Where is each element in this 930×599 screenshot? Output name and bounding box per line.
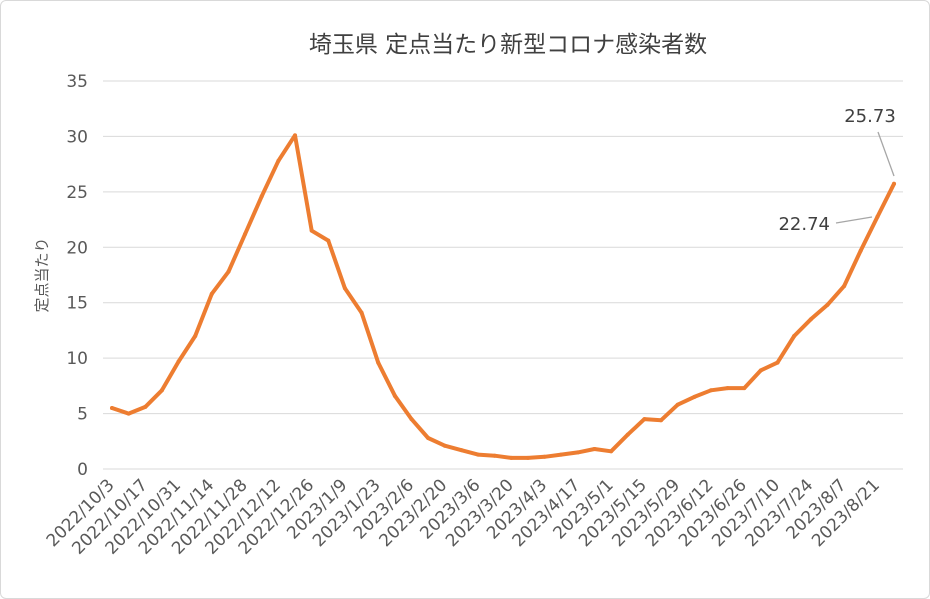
data-point [842, 284, 847, 289]
data-label: 25.73 [844, 106, 896, 127]
y-tick-label: 10 [66, 349, 88, 369]
data-point [892, 181, 896, 186]
y-tick-label: 30 [66, 127, 88, 147]
data-point [742, 386, 747, 391]
data-point [692, 394, 697, 399]
data-point [110, 406, 114, 411]
data-point [276, 158, 281, 163]
data-point [226, 269, 231, 274]
data-point [642, 417, 647, 422]
gridlines [103, 80, 903, 470]
data-point [792, 333, 797, 338]
data-point [858, 248, 863, 253]
x-axis-ticks: 2022/10/32022/10/172022/10/312022/11/142… [43, 475, 884, 558]
data-point [293, 133, 298, 138]
data-point [459, 448, 464, 453]
data-point [725, 386, 730, 391]
data-point [176, 359, 181, 364]
y-tick-label: 15 [66, 294, 88, 314]
data-point [592, 447, 597, 452]
data-point [392, 393, 397, 398]
data-label: 22.74 [778, 214, 830, 235]
data-point [775, 360, 780, 365]
data-point [193, 333, 198, 338]
data-point [875, 214, 880, 219]
data-point [359, 310, 364, 315]
data-point [243, 231, 248, 236]
data-point [326, 238, 331, 243]
data-point [758, 368, 763, 373]
series-layer [110, 133, 896, 460]
data-point [476, 452, 481, 457]
data-point [559, 452, 564, 457]
data-point [342, 286, 347, 291]
data-point [126, 411, 131, 416]
data-point [492, 453, 497, 458]
data-point [143, 404, 148, 409]
data-point [409, 417, 414, 422]
data-point [259, 194, 264, 199]
data-point [808, 317, 813, 322]
data-point [426, 435, 431, 440]
data-point [209, 291, 214, 296]
data-point [159, 388, 164, 393]
data-point [542, 454, 547, 459]
data-point [525, 455, 530, 460]
data-point [625, 432, 630, 437]
data-point [708, 388, 713, 393]
y-axis-ticks: 0 5 10 15 20 25 30 35 [66, 72, 88, 480]
data-point [659, 418, 664, 423]
y-tick-label: 25 [66, 183, 88, 203]
data-point [575, 450, 580, 455]
data-point [825, 302, 830, 307]
y-tick-label: 20 [66, 238, 88, 258]
y-tick-label: 35 [66, 72, 88, 92]
data-point [509, 455, 514, 460]
y-tick-label: 5 [77, 405, 88, 425]
y-axis-label: 定点当たり [33, 237, 51, 312]
y-tick-label: 0 [77, 460, 88, 480]
data-labels: 22.74 25.73 [778, 106, 895, 235]
data-point [609, 449, 614, 454]
data-point [376, 360, 381, 365]
data-point [309, 228, 314, 233]
data-point [675, 402, 680, 407]
data-label-leader [877, 131, 895, 177]
series-line [110, 133, 896, 460]
chart-title: 埼玉県 定点当たり新型コロナ感染者数 [309, 32, 707, 58]
data-label-leader [835, 216, 873, 224]
data-point [442, 443, 447, 448]
